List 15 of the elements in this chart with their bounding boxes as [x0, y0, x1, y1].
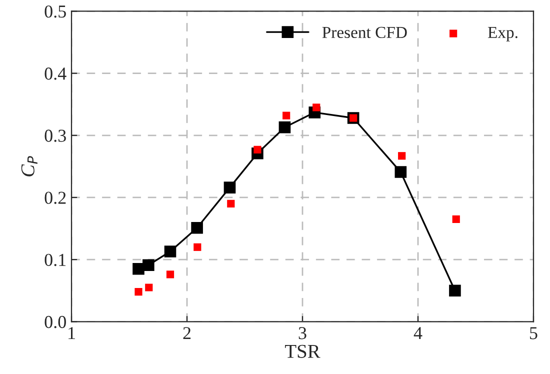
legend-label: Present CFD	[322, 26, 407, 38]
y-tick-label: 0.0	[44, 316, 66, 328]
x-tick-label: 4	[414, 327, 422, 340]
x-tick-label: 2	[183, 327, 191, 340]
y-tick-label: 0.1	[44, 254, 66, 266]
y-axis-title: C$_{P}$	[21, 156, 38, 176]
legend-label: Exp.	[488, 26, 518, 42]
x-tick-label: 5	[530, 327, 538, 340]
y-tick-label: 0.3	[44, 130, 66, 142]
x-tick-label: 1	[68, 327, 75, 340]
x-axis-title: TSR	[285, 344, 320, 358]
y-tick-label: 0.4	[44, 68, 66, 80]
y-tick-label: 0.2	[44, 192, 66, 204]
y-tick-label: 0.5	[44, 5, 66, 18]
x-tick-label: 3	[298, 327, 306, 340]
